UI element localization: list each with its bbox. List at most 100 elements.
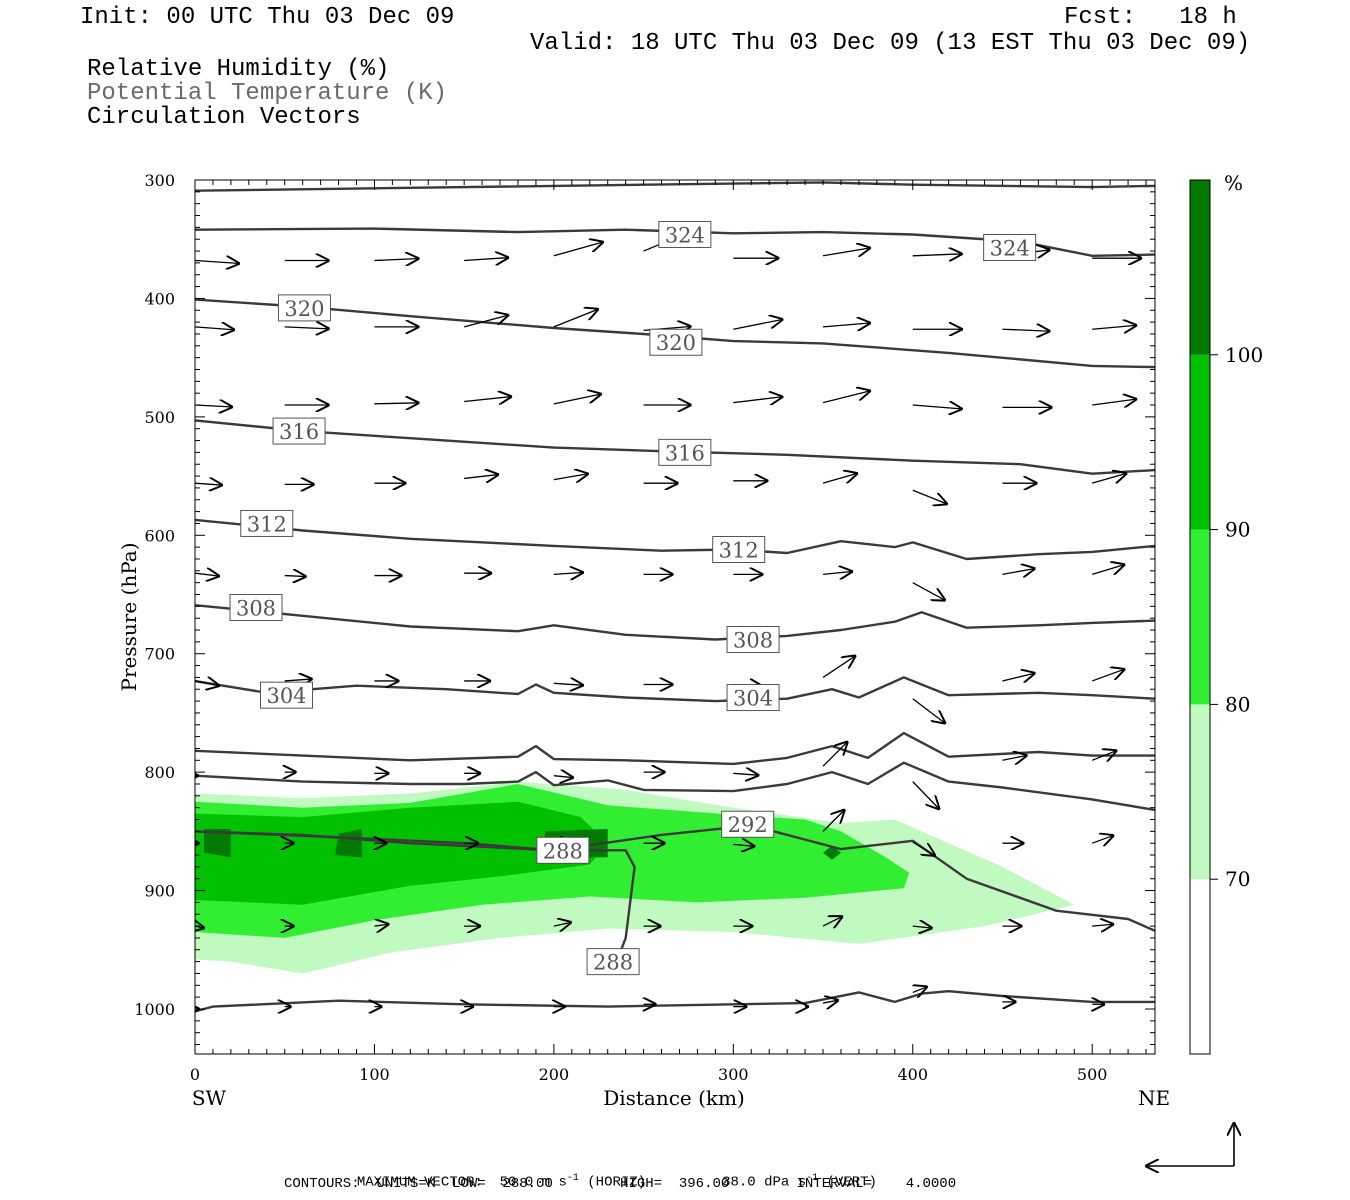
circulation-vector bbox=[195, 261, 240, 264]
circulation-vector bbox=[1092, 564, 1125, 574]
svg-text:292: 292 bbox=[728, 813, 768, 837]
y-tick-label: 400 bbox=[144, 289, 175, 308]
isentrope-label-308: 308 bbox=[726, 626, 780, 654]
colorbar-swatch bbox=[1190, 354, 1210, 530]
y-tick-label: 600 bbox=[144, 526, 175, 545]
max-vector-horiz: MAXIMUM VECTOR: 50.0 m s bbox=[356, 1174, 567, 1191]
circulation-vector bbox=[284, 327, 330, 329]
isentrope-300 bbox=[195, 731, 1155, 766]
colorbar-swatch bbox=[1190, 879, 1210, 1054]
circulation-vector bbox=[284, 576, 307, 577]
circulation-vector bbox=[195, 327, 235, 330]
isentrope-296 bbox=[195, 761, 1155, 812]
isentrope-label-324: 324 bbox=[983, 234, 1037, 262]
circulation-vector bbox=[822, 571, 853, 574]
circulation-vector bbox=[464, 474, 499, 478]
svg-text:312: 312 bbox=[719, 538, 759, 562]
max-vector-vert-exp: -1 bbox=[806, 1173, 819, 1184]
x-tick-label: 0 bbox=[190, 1065, 200, 1084]
forecast-hour: Fcst: 18 h bbox=[1064, 4, 1237, 31]
svg-text:308: 308 bbox=[236, 597, 276, 621]
circulation-vector bbox=[553, 683, 584, 685]
circulation-vector bbox=[195, 681, 220, 686]
init-time: Init: 00 UTC Thu 03 Dec 09 bbox=[80, 4, 455, 31]
circulation-vector bbox=[912, 582, 946, 601]
isentrope-label-316: 316 bbox=[658, 438, 712, 466]
circulation-vector bbox=[912, 781, 940, 810]
circulation-vector bbox=[912, 926, 933, 928]
circulation-vector bbox=[912, 841, 936, 856]
x-left-label-sw: SW bbox=[192, 1086, 227, 1110]
circulation-vector bbox=[1092, 399, 1137, 405]
circulation-vector bbox=[822, 473, 858, 484]
rh-region-100+ bbox=[335, 829, 362, 858]
svg-text:308: 308 bbox=[733, 629, 773, 653]
circulation-vector bbox=[553, 242, 604, 257]
isentrope-316 bbox=[195, 419, 1155, 475]
circulation-vector bbox=[1002, 568, 1035, 574]
y-tick-label: 300 bbox=[144, 171, 175, 190]
svg-text:288: 288 bbox=[593, 951, 633, 975]
isentrope-324 bbox=[195, 227, 1155, 258]
svg-text:304: 304 bbox=[266, 684, 306, 708]
rh-region-90-100 bbox=[195, 801, 608, 905]
svg-text:320: 320 bbox=[656, 331, 696, 355]
max-vector-vert: 38.0 dPa s bbox=[722, 1174, 807, 1191]
circulation-vector bbox=[822, 916, 843, 926]
circulation-vector bbox=[195, 405, 233, 407]
circulation-vector bbox=[822, 323, 871, 327]
isentrope-label-292: 292 bbox=[721, 810, 775, 838]
isentrope-label-324: 324 bbox=[658, 220, 712, 248]
colorbar-frame bbox=[1189, 179, 1211, 1055]
circulation-vector bbox=[553, 776, 574, 778]
isentrope-label-312: 312 bbox=[712, 535, 766, 563]
isentrope-label-288: 288 bbox=[586, 948, 640, 976]
colorbar-swatch bbox=[1190, 180, 1210, 355]
svg-text:324: 324 bbox=[665, 223, 705, 247]
circulation-vector bbox=[822, 809, 845, 832]
circulation-vector bbox=[553, 309, 599, 328]
svg-text:288: 288 bbox=[543, 839, 583, 863]
max-vector-horiz-exp: -1 bbox=[566, 1173, 579, 1184]
axis-layer: 300 400 500 600 700 800 900 1000 0 100 200 300 400 50… bbox=[134, 171, 1155, 1084]
isentrope-label-320: 320 bbox=[649, 328, 703, 356]
isentrope-label-320: 320 bbox=[277, 294, 331, 322]
circulation-vector bbox=[195, 573, 220, 576]
isentrope-label-288: 288 bbox=[536, 836, 590, 864]
svg-text:324: 324 bbox=[990, 237, 1030, 261]
contour-info-note: CONTOURS: UNITS=K LOW= 288.00 HIGH= 396.… bbox=[284, 1176, 957, 1192]
isentrope-label-304: 304 bbox=[260, 681, 314, 709]
max-vector-note: MAXIMUM VECTOR: 50.0 m s-1 (HORIZ) 38.0 d… bbox=[340, 1157, 877, 1191]
isentrope-324 bbox=[195, 181, 1155, 192]
svg-text:304: 304 bbox=[733, 687, 773, 711]
field-title-rh: Relative Humidity (%) bbox=[87, 56, 390, 83]
x-tick-label: 300 bbox=[718, 1065, 749, 1084]
x-tick-label: 100 bbox=[359, 1065, 390, 1084]
y-tick-label: 900 bbox=[144, 882, 175, 901]
colorbar-level-label: 80 bbox=[1225, 692, 1250, 716]
x-tick-label: 500 bbox=[1077, 1065, 1108, 1084]
isentrope-label-312: 312 bbox=[240, 509, 294, 537]
colorbar-level-label: 100 bbox=[1225, 343, 1263, 367]
reference-vector bbox=[1145, 1122, 1234, 1166]
circulation-vector bbox=[733, 397, 783, 403]
circulation-vector bbox=[912, 405, 963, 409]
circulation-vector bbox=[374, 259, 419, 261]
circulation-vector bbox=[374, 403, 419, 404]
circulation-vector bbox=[912, 254, 963, 256]
circulation-vector bbox=[553, 394, 602, 405]
circulation-vector bbox=[822, 248, 871, 256]
circulation-vector bbox=[1091, 835, 1114, 843]
svg-text:316: 316 bbox=[665, 441, 705, 465]
circulation-vector bbox=[912, 698, 946, 724]
max-vector-horiz-unit: (HORIZ) bbox=[578, 1174, 647, 1191]
y-axis-title: Pressure (hPa) bbox=[117, 543, 141, 692]
circulation-vector bbox=[553, 922, 572, 926]
x-axis-title: Distance (km) bbox=[603, 1086, 745, 1110]
svg-text:316: 316 bbox=[279, 420, 319, 444]
circulation-vector bbox=[1092, 473, 1127, 484]
colorbar: 70 80 90 100 bbox=[1189, 179, 1263, 1055]
circulation-vector bbox=[1091, 669, 1125, 682]
isentrope-292 bbox=[195, 824, 1155, 932]
